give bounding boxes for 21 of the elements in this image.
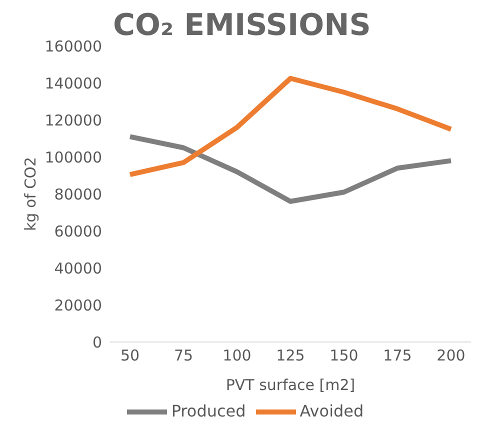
x-tick-label: 100 [222,346,252,365]
y-tick-label: 40000 [54,259,102,278]
y-tick-label: 120000 [44,111,102,130]
x-tick-label: 125 [276,346,305,365]
y-axis-title: kg of CO2 [21,156,40,232]
x-tick-label: 75 [174,346,194,365]
legend-label: Produced [171,401,246,420]
x-tick-label: 175 [383,346,412,365]
y-tick-label: 160000 [44,37,102,56]
chart-title: CO₂ EMISSIONS [113,8,371,43]
x-tick-label: 50 [120,346,140,365]
y-tick-label: 140000 [44,74,102,92]
y-tick-label: 60000 [54,222,102,240]
y-tick-label: 100000 [44,148,102,166]
legend-label: Avoided [300,401,364,420]
x-tick-label: 150 [330,346,358,365]
y-tick-label: 80000 [54,185,102,204]
y-tick-label: 20000 [54,296,102,314]
y-tick-label: 0 [92,333,102,352]
x-axis-title: PVT surface [m2] [226,376,356,394]
x-tick-label: 200 [436,346,466,365]
